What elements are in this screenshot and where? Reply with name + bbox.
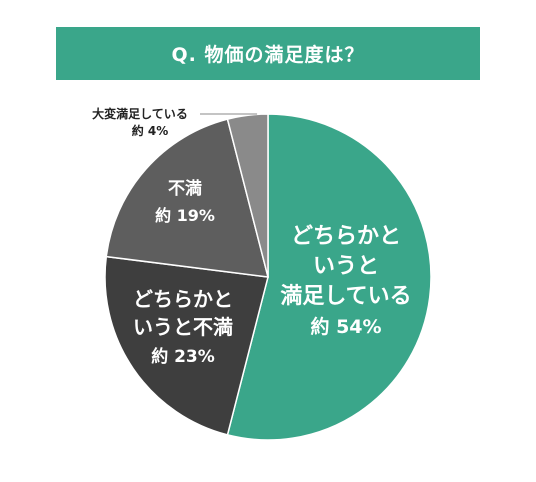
slice-label-0-line-1: いうと — [313, 254, 379, 279]
pie-slice-3 — [226, 113, 269, 278]
chart-title-bar: Q. 物価の満足度は？ — [56, 27, 480, 80]
slice-label-2-line-0: 不満 — [168, 178, 202, 199]
slice-value-2: 約 19% — [155, 206, 215, 225]
slice-label-1-line-0: どちらかと — [133, 287, 233, 311]
slice-label-0-line-2: 満足している — [280, 283, 411, 309]
pie-slice-0 — [226, 113, 432, 441]
chart-title: Q. 物価の満足度は？ — [171, 44, 365, 66]
pie-slice-1 — [104, 255, 269, 436]
slice-label-3-line-0: 大変満足している — [92, 106, 188, 121]
pie-slice-2 — [105, 118, 270, 278]
slice-value-3: 約 4% — [132, 123, 169, 138]
slice-value-1: 約 23% — [151, 346, 215, 367]
slice-label-1-line-1: いうと不満 — [133, 315, 233, 339]
slice-label-0-line-0: どちらかと — [291, 224, 401, 249]
slice-value-0: 約 54% — [310, 315, 381, 338]
